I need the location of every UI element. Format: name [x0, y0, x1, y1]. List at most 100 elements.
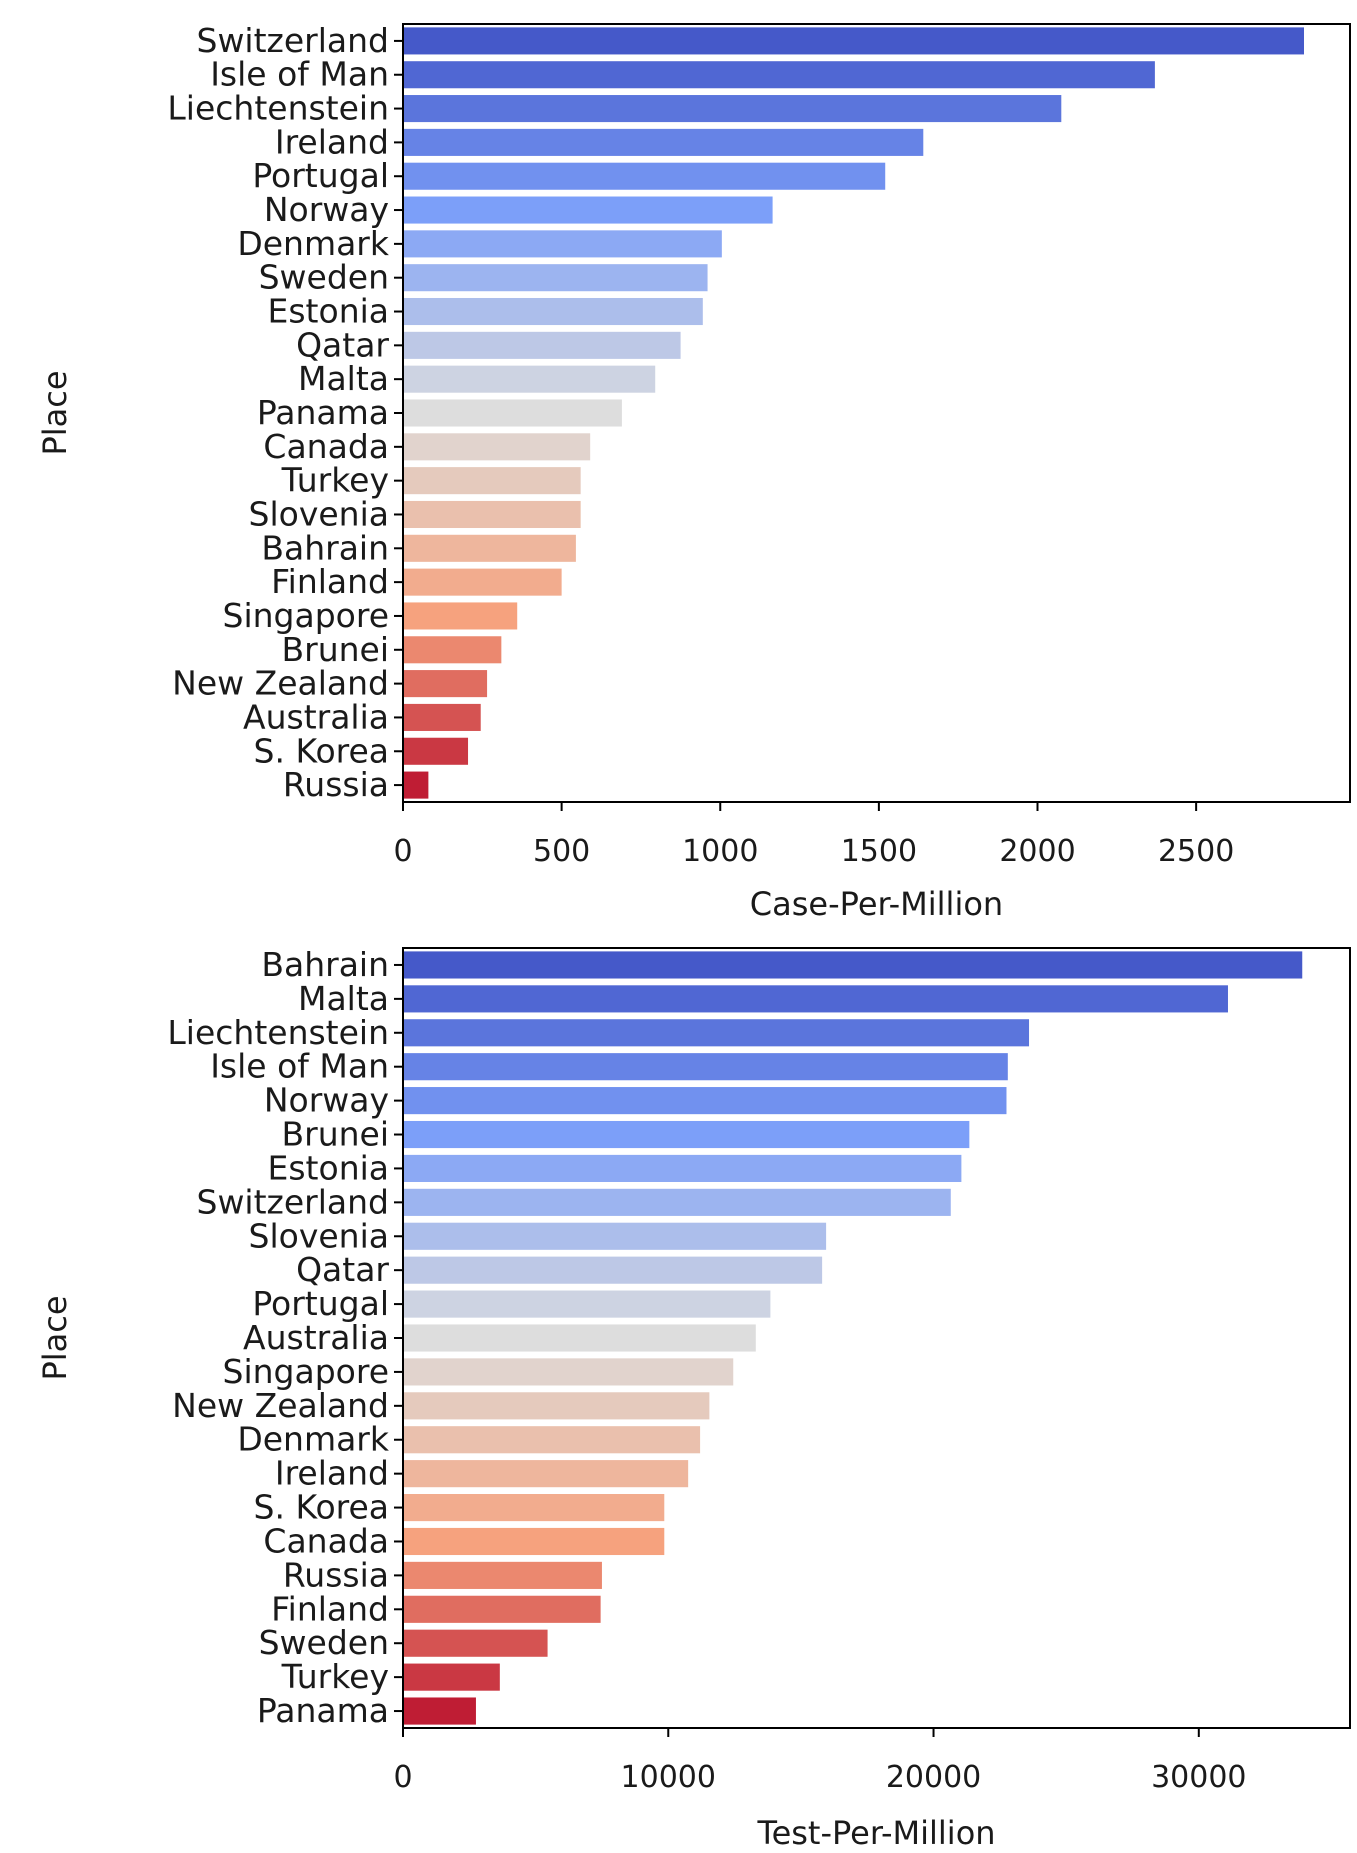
category-label: Denmark [237, 1420, 390, 1459]
bar-norway [403, 1087, 1007, 1115]
category-label: Slovenia [249, 1216, 389, 1255]
category-label: Panama [257, 393, 389, 432]
bar-canada [403, 433, 591, 461]
bar-liechtenstein [403, 95, 1062, 123]
bar-s-korea [403, 1494, 665, 1522]
bar-malta [403, 365, 656, 393]
category-label: Isle of Man [210, 55, 389, 94]
x-tick-label: 0 [393, 834, 412, 869]
bar-australia [403, 1324, 756, 1352]
bar-slovenia [403, 1222, 827, 1250]
category-label: Estonia [268, 1148, 389, 1187]
category-label: Canada [263, 427, 389, 466]
category-label: Liechtenstein [167, 1013, 389, 1052]
bar-brunei [403, 1120, 970, 1149]
bar-ireland [403, 1460, 689, 1488]
category-label: Australia [243, 1318, 389, 1357]
category-label: Canada [263, 1521, 389, 1560]
category-label: Brunei [281, 1115, 389, 1154]
category-label: Portugal [252, 1284, 389, 1323]
category-label: Panama [257, 1691, 389, 1730]
category-label: Ireland [275, 122, 389, 161]
bar-australia [403, 703, 481, 731]
category-label: Australia [243, 697, 389, 736]
x-axis-label: Case-Per-Million [750, 885, 1003, 923]
bar-malta [403, 985, 1228, 1013]
category-label: Switzerland [197, 1182, 390, 1221]
category-label: New Zealand [172, 664, 389, 703]
category-label: Qatar [296, 325, 389, 364]
bar-estonia [403, 1154, 962, 1182]
category-label: Norway [264, 1081, 389, 1120]
bar-singapore [403, 602, 518, 630]
y-axis-label: Place [36, 1295, 74, 1380]
category-label: Bahrain [261, 945, 389, 984]
bar-new-zealand [403, 670, 488, 698]
bar-finland [403, 568, 562, 596]
category-label: Liechtenstein [167, 89, 389, 128]
bar-switzerland [403, 1188, 951, 1216]
bar-slovenia [403, 500, 581, 529]
category-label: New Zealand [172, 1386, 389, 1425]
category-label: Turkey [281, 461, 389, 500]
category-label: Singapore [223, 1352, 389, 1391]
bar-panama [403, 1697, 476, 1725]
bar-norway [403, 196, 773, 224]
bar-ireland [403, 128, 924, 156]
bar-canada [403, 1527, 665, 1556]
category-label: Finland [271, 562, 389, 601]
bar-estonia [403, 297, 703, 326]
bar-panama [403, 399, 622, 427]
x-tick-label: 0 [393, 1760, 412, 1795]
bar-portugal [403, 162, 886, 190]
bar-finland [403, 1595, 601, 1623]
category-label: Denmark [237, 224, 390, 263]
category-label: Slovenia [249, 494, 389, 533]
bar-bahrain [403, 951, 1303, 979]
y-axis-label: Place [36, 370, 74, 455]
bar-sweden [403, 264, 708, 292]
category-label: Portugal [252, 156, 389, 195]
category-label: Brunei [281, 630, 389, 669]
category-label: Switzerland [197, 21, 390, 60]
category-label: Ireland [275, 1454, 389, 1493]
x-tick-label: 30000 [1151, 1760, 1246, 1795]
category-label: Malta [298, 359, 389, 398]
x-tick-label: 1500 [841, 834, 917, 869]
bar-russia [403, 771, 429, 799]
category-label: S. Korea [254, 731, 389, 770]
category-label: Bahrain [261, 528, 389, 567]
bar-qatar [403, 1256, 823, 1284]
bar-turkey [403, 1663, 500, 1691]
bar-brunei [403, 636, 502, 664]
bar-singapore [403, 1358, 734, 1386]
category-label: Qatar [296, 1250, 389, 1289]
bar-liechtenstein [403, 1019, 1030, 1047]
category-label: Finland [271, 1589, 389, 1628]
category-label: Sweden [259, 258, 389, 297]
x-tick-label: 10000 [621, 1760, 716, 1795]
bar-bahrain [403, 534, 576, 562]
bar-new-zealand [403, 1392, 710, 1420]
category-label: Estonia [268, 292, 389, 331]
bar-russia [403, 1561, 602, 1589]
bar-qatar [403, 331, 681, 359]
bar-denmark [403, 1426, 701, 1454]
bar-isle-of-man [403, 61, 1155, 89]
category-label: Russia [283, 765, 389, 804]
bar-portugal [403, 1290, 771, 1318]
category-label: Russia [283, 1555, 389, 1594]
x-tick-label: 2500 [1158, 834, 1234, 869]
category-label: Malta [298, 979, 389, 1018]
category-label: S. Korea [254, 1488, 389, 1527]
category-label: Isle of Man [210, 1047, 389, 1086]
x-tick-label: 20000 [886, 1760, 981, 1795]
x-axis-label: Test-Per-Million [756, 1814, 995, 1852]
bar-sweden [403, 1629, 548, 1657]
x-tick-label: 1000 [682, 834, 758, 869]
category-label: Norway [264, 190, 389, 229]
x-tick-label: 500 [533, 834, 590, 869]
category-label: Singapore [223, 596, 389, 635]
